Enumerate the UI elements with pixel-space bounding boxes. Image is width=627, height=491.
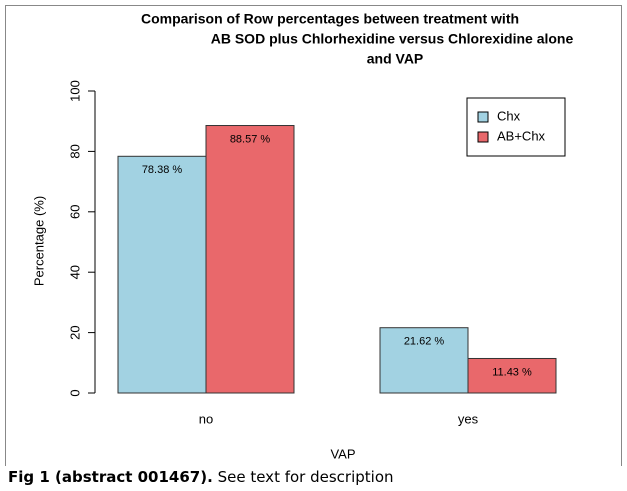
value-label: 88.57 % [230, 133, 271, 145]
chart: Comparison of Row percentages between tr… [5, 5, 622, 476]
y-tick-label: 0 [67, 389, 82, 396]
y-tick-label: 80 [67, 144, 82, 158]
value-label: 11.43 % [492, 366, 532, 378]
y-tick-label: 60 [67, 205, 82, 219]
legend-swatch [477, 131, 489, 143]
caption: Fig 1 (abstract 001467). See text for de… [8, 468, 394, 486]
bar [379, 327, 469, 394]
chart-title: and VAP [367, 51, 424, 67]
caption-label: Fig 1 (abstract 001467). [8, 468, 213, 486]
bar [117, 155, 207, 394]
y-axis-label: Percentage (%) [31, 196, 46, 286]
y-tick-label: 20 [67, 325, 82, 339]
legend-label: AB+Chx [497, 128, 546, 143]
legend-label: Chx [497, 108, 521, 123]
chart-title: AB SOD plus Chlorhexidine versus Chlorex… [211, 31, 574, 47]
bar [205, 125, 295, 394]
y-tick-label: 40 [67, 265, 82, 279]
chart-title: Comparison of Row percentages between tr… [141, 11, 519, 27]
bar [467, 357, 557, 394]
legend-box [466, 97, 566, 157]
legend-swatch [477, 111, 489, 123]
x-tick-label: yes [458, 411, 479, 426]
frame [5, 5, 622, 476]
value-label: 78.38 % [142, 164, 183, 176]
x-tick-label: no [199, 411, 213, 426]
x-axis-label: VAP [330, 446, 355, 461]
caption-text: See text for description [217, 468, 394, 486]
y-tick-label: 100 [67, 80, 82, 102]
value-label: 21.62 % [404, 336, 445, 348]
